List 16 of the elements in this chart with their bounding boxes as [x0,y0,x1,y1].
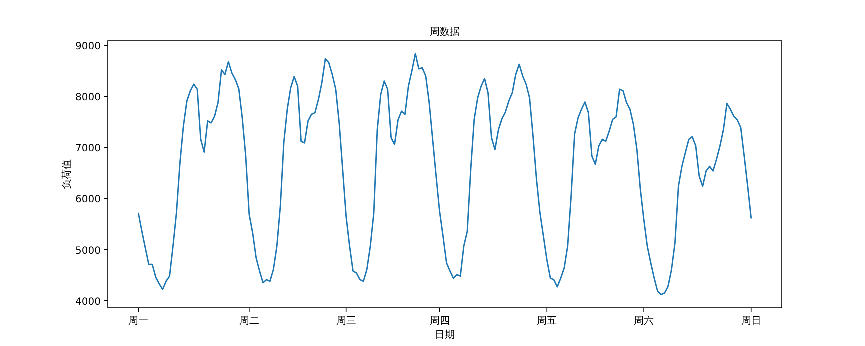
x-tick-label: 周五 [537,316,558,327]
x-tick-label: 周三 [336,316,356,327]
chart-title: 周数据 [430,26,460,38]
x-tick-label: 周四 [430,316,450,327]
x-tick-label: 周二 [239,316,260,327]
y-axis-title: 负荷值 [61,160,73,190]
y-tick-label: 8000 [76,92,101,104]
x-tick-label: 周六 [634,315,654,327]
x-tick-label: 周日 [741,316,762,327]
y-tick-label: 5000 [76,246,101,257]
x-axis-title: 日期 [435,329,455,341]
y-tick-label: 6000 [76,194,101,206]
y-tick-label: 4000 [76,296,101,308]
y-tick-label: 7000 [76,144,101,155]
x-tick-label: 周一 [128,316,149,327]
y-tick-label: 9000 [76,42,101,53]
